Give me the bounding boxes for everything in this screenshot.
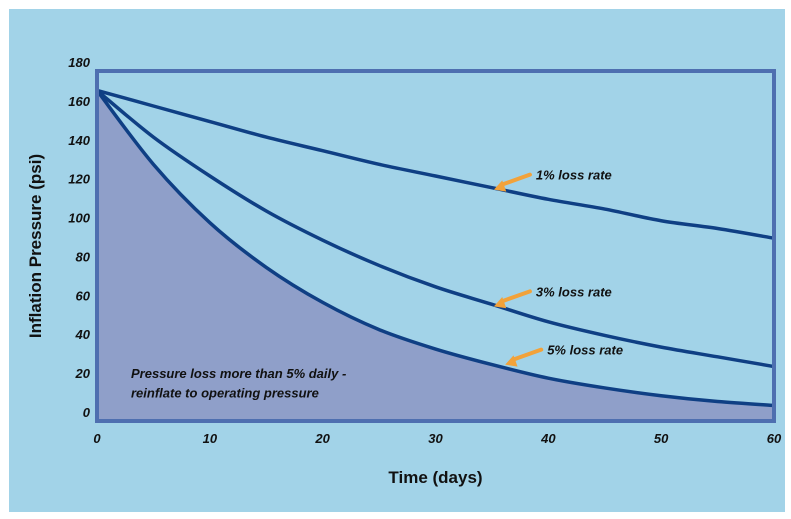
chart-panel: 0 10 20 30 40 50 60 0 20 40 60 80 100 120 140 160 180 1… [9,9,785,512]
y-axis-title: Inflation Pressure (psi) [26,154,45,338]
x-tick-label: 20 [314,431,330,446]
x-axis-title: Time (days) [388,468,482,487]
y-tick-label: 160 [68,94,90,109]
x-tick-label: 60 [767,431,782,446]
x-tick-label: 10 [203,431,218,446]
x-tick-label: 40 [540,431,556,446]
annotation-arrow [494,175,530,192]
y-tick-label: 60 [76,288,91,303]
x-tick-label: 30 [428,431,443,446]
y-tick-label: 80 [76,249,91,264]
y-tick-label: 40 [75,327,91,342]
y-tick-label: 140 [68,133,90,148]
y-tick-label: 0 [83,405,91,420]
y-tick-label: 180 [68,55,90,70]
x-tick-label: 0 [93,431,101,446]
annotation-label-2: 3% loss rate [536,284,612,299]
y-tick-label: 100 [68,211,90,226]
annotation-arrow [505,350,541,367]
y-tick-label: 120 [68,172,90,187]
annotation-arrow [494,291,530,308]
region-label-line-2: reinflate to operating pressure [131,386,319,401]
region-label-line-1: Pressure loss more than 5% daily - [131,366,346,381]
x-tick-label: 50 [654,431,669,446]
y-tick-label: 20 [75,366,91,381]
annotation-label-3: 5% loss rate [547,343,623,358]
pressure-loss-chart: 0 10 20 30 40 50 60 0 20 40 60 80 100 120 140 160 180 1… [9,9,785,512]
annotation-label-1: 1% loss rate [536,168,612,183]
